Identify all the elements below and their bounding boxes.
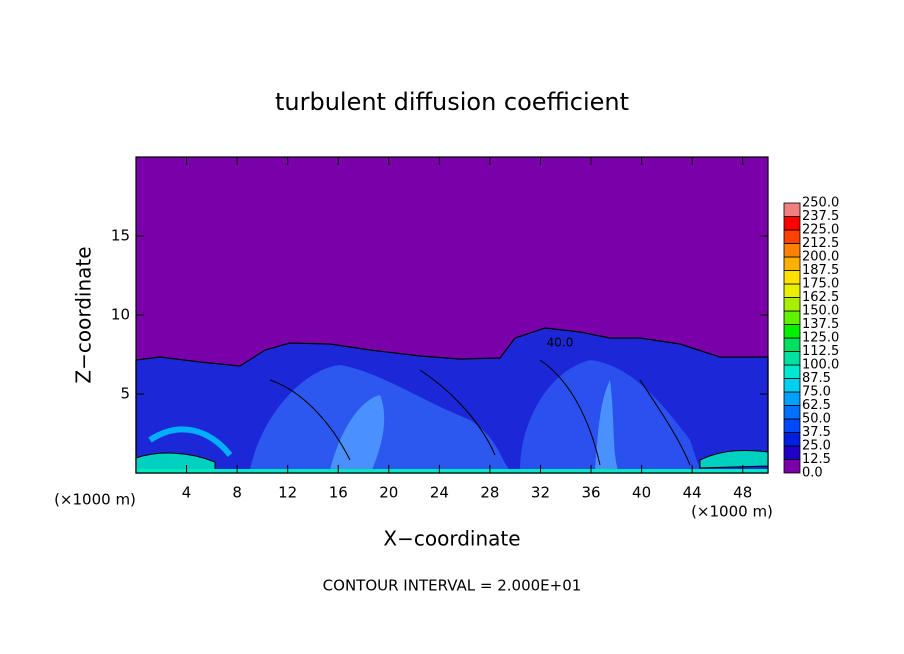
colorbar-box	[783, 432, 801, 447]
colorbar-box	[783, 283, 801, 298]
colorbar-box	[783, 229, 801, 244]
x-tick-label: 44	[683, 484, 702, 502]
x-unit-label: (×1000 m)	[691, 503, 773, 521]
colorbar-box	[783, 270, 801, 285]
colorbar-box	[783, 202, 801, 217]
x-tick-label: 28	[480, 484, 499, 502]
colorbar-label: 237.5	[802, 209, 839, 224]
contour-label: 40.0	[547, 336, 574, 350]
colorbar-label: 12.5	[802, 452, 831, 467]
colorbar-label: 100.0	[802, 358, 839, 373]
colorbar-box	[783, 216, 801, 231]
colorbar-label: 187.5	[802, 263, 839, 278]
patch	[330, 395, 385, 470]
colorbar-label: 112.5	[802, 344, 839, 359]
contour-line	[269, 359, 691, 466]
patch	[148, 426, 233, 457]
colorbar-label: 0.0	[802, 466, 823, 481]
x-tick-label: 8	[232, 484, 242, 502]
colorbar-label: 75.0	[802, 385, 831, 400]
x-tick-label: 4	[182, 484, 192, 502]
colorbar-label: 212.5	[802, 236, 839, 251]
field: 40.0	[135, 157, 769, 474]
x-tick-label: 12	[278, 484, 297, 502]
footnote: CONTOUR INTERVAL = 2.000E+01	[323, 577, 582, 595]
colorbar-label: 125.0	[802, 331, 839, 346]
colorbar-label: 150.0	[802, 304, 839, 319]
colorbar-label: 225.0	[802, 223, 839, 238]
colorbar-label: 200.0	[802, 250, 839, 265]
patch	[595, 380, 618, 470]
x-unit-label: (×1000 m)	[54, 491, 136, 509]
colorbar-label: 37.5	[802, 425, 831, 440]
colorbar-label: 25.0	[802, 439, 831, 454]
colorbar-label: 62.5	[802, 398, 831, 413]
colorbar-label: 50.0	[802, 412, 831, 427]
patch	[135, 452, 216, 471]
colorbar-box	[783, 405, 801, 420]
surface-layer	[136, 469, 768, 473]
x-tick-label: 24	[430, 484, 449, 502]
colorbar-box	[783, 364, 801, 379]
colorbar-box	[783, 243, 801, 258]
y-axis-label: Z−coordinate	[72, 246, 96, 383]
colorbar-label: 87.5	[802, 371, 831, 386]
x-tick-label: 32	[531, 484, 550, 502]
x-axis-label: X−coordinate	[383, 527, 520, 551]
x-tick-label: 16	[329, 484, 348, 502]
x-tick-label: 20	[379, 484, 398, 502]
colorbar-box	[783, 256, 801, 271]
colorbar-label: 137.5	[802, 317, 839, 332]
y-tick-label: 5	[120, 385, 130, 403]
colorbar-box	[783, 459, 801, 474]
colorbar-box	[783, 445, 801, 460]
colorbar-box	[783, 297, 801, 312]
y-tick-label: 15	[111, 227, 130, 245]
colorbar-label: 162.5	[802, 290, 839, 305]
colorbar-box	[783, 324, 801, 339]
colorbar-box	[783, 418, 801, 433]
colorbar-box	[783, 351, 801, 366]
y-tick-label: 10	[111, 306, 130, 324]
colorbar-box	[783, 337, 801, 352]
colorbar-label: 250.0	[802, 196, 839, 211]
chart-title: turbulent diffusion coefficient	[275, 88, 629, 116]
x-tick-label: 36	[581, 484, 600, 502]
colorbar-box	[783, 378, 801, 393]
colorbar-label: 175.0	[802, 277, 839, 292]
colorbar-box	[783, 310, 801, 325]
colorbar-box	[783, 391, 801, 406]
x-tick-label: 40	[632, 484, 651, 502]
x-tick-label: 48	[733, 484, 752, 502]
